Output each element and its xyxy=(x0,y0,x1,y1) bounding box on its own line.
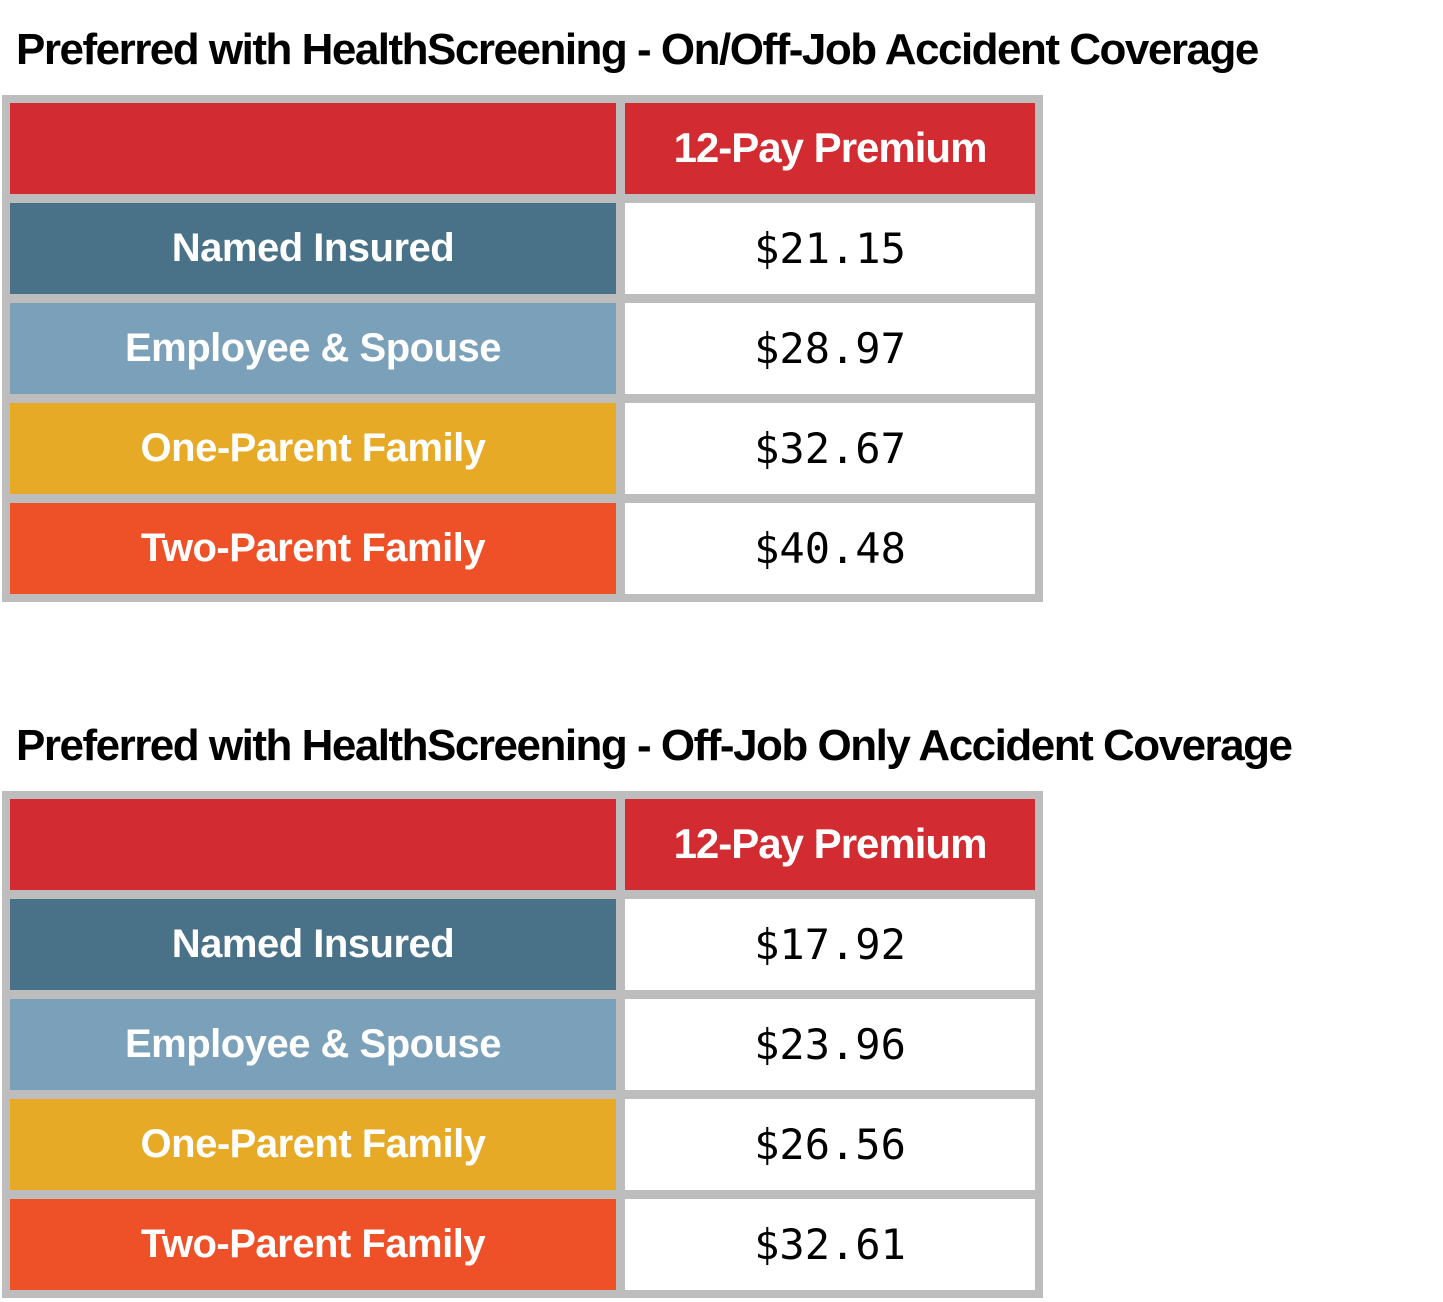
row-value-employee-spouse: $23.96 xyxy=(625,998,1035,1090)
on-off-job-section: Preferred with HealthScreening - On/Off-… xyxy=(0,24,1443,602)
row-value-one-parent-family: $26.56 xyxy=(625,1098,1035,1190)
page-title-off-job-only: Preferred with HealthScreening - Off-Job… xyxy=(16,720,1293,770)
off-job-only-section: Preferred with HealthScreening - Off-Job… xyxy=(0,720,1443,1298)
row-value-named-insured: $21.15 xyxy=(625,202,1035,294)
row-value-named-insured: $17.92 xyxy=(625,898,1035,990)
row-label-one-parent-family: One-Parent Family xyxy=(10,1098,616,1190)
rate-table-off-job-only: 12-Pay Premium Named Insured $17.92 Empl… xyxy=(2,790,1043,1298)
header-empty-cell xyxy=(10,102,616,194)
row-label-one-parent-family: One-Parent Family xyxy=(10,402,616,494)
row-label-named-insured: Named Insured xyxy=(10,898,616,990)
row-label-named-insured: Named Insured xyxy=(10,202,616,294)
row-value-one-parent-family: $32.67 xyxy=(625,402,1035,494)
header-12-pay-premium: 12-Pay Premium xyxy=(625,798,1035,890)
row-label-two-parent-family: Two-Parent Family xyxy=(10,1198,616,1290)
row-value-two-parent-family: $40.48 xyxy=(625,502,1035,594)
header-empty-cell xyxy=(10,798,616,890)
row-label-employee-spouse: Employee & Spouse xyxy=(10,998,616,1090)
header-12-pay-premium: 12-Pay Premium xyxy=(625,102,1035,194)
row-value-two-parent-family: $32.61 xyxy=(625,1198,1035,1290)
rate-table-on-off-job: 12-Pay Premium Named Insured $21.15 Empl… xyxy=(2,94,1043,602)
row-label-two-parent-family: Two-Parent Family xyxy=(10,502,616,594)
row-value-employee-spouse: $28.97 xyxy=(625,302,1035,394)
row-label-employee-spouse: Employee & Spouse xyxy=(10,302,616,394)
page-title-on-off-job: Preferred with HealthScreening - On/Off-… xyxy=(16,25,1259,74)
